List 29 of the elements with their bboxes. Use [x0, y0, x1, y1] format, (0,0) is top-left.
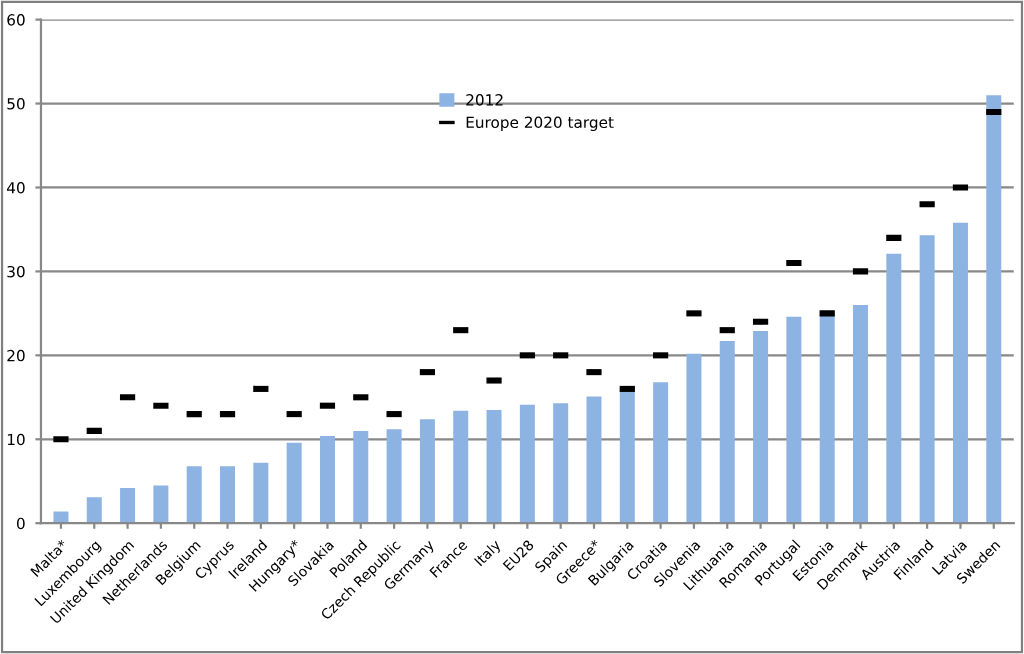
bar	[319, 435, 335, 524]
bar	[653, 382, 669, 524]
bar	[819, 311, 835, 524]
bar	[786, 316, 802, 524]
bar	[253, 462, 269, 524]
bar	[719, 341, 735, 524]
bar	[853, 304, 869, 524]
bar	[753, 331, 769, 524]
bar	[386, 429, 402, 524]
bar	[553, 403, 569, 524]
bar	[986, 95, 1002, 524]
bar	[619, 386, 635, 524]
bar	[686, 353, 702, 524]
bar	[53, 511, 69, 524]
bar	[186, 466, 202, 524]
bar	[519, 404, 535, 524]
bar	[419, 419, 435, 524]
bar	[586, 396, 602, 524]
bar	[952, 222, 968, 524]
bar	[886, 253, 902, 524]
bar	[919, 235, 935, 524]
bar	[486, 409, 502, 524]
bar	[353, 430, 369, 524]
bar	[86, 497, 102, 524]
bar	[220, 466, 236, 524]
bar	[286, 442, 302, 524]
bar	[153, 485, 169, 524]
bar	[120, 487, 136, 524]
bar	[453, 410, 469, 524]
